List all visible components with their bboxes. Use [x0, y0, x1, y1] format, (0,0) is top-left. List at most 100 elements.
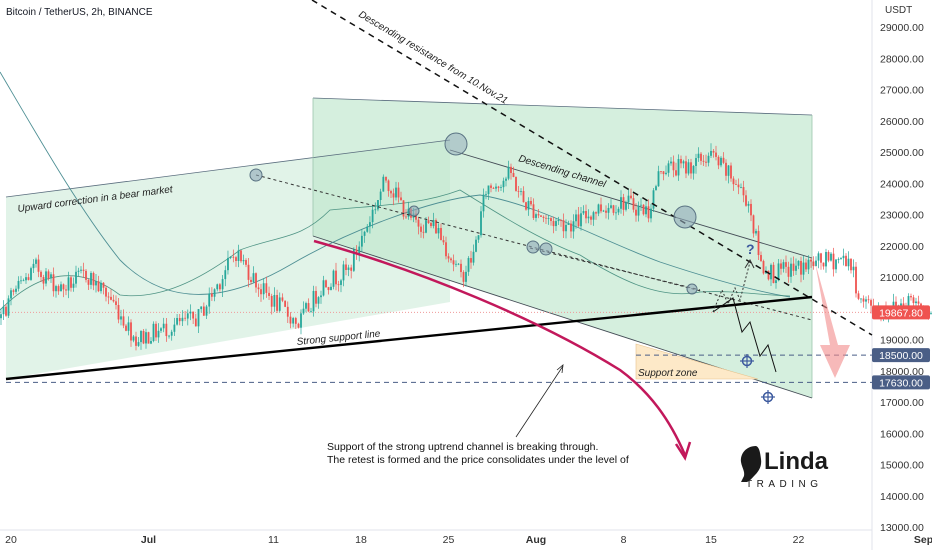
swing-high-marker[interactable]	[249, 168, 263, 182]
candle-body	[150, 340, 152, 344]
candle-body	[812, 261, 815, 267]
candle-body	[782, 262, 785, 269]
price-scale-panel[interactable]	[872, 0, 932, 550]
target-marker-icon[interactable]	[740, 354, 754, 368]
candle-body	[567, 223, 570, 225]
candle-body	[495, 186, 497, 189]
candle-body	[510, 166, 512, 174]
candle-body	[369, 222, 371, 227]
candle-body	[532, 204, 535, 218]
candle-body	[687, 162, 690, 174]
candle-body	[276, 294, 278, 311]
candle-body	[845, 255, 847, 267]
swing-high-marker[interactable]	[526, 240, 540, 254]
breakdown-curve-arrow-head	[674, 441, 692, 461]
descending-resistance-label: Descending resistance from 10.Nov.21	[356, 9, 509, 107]
candle-body	[355, 249, 358, 255]
candle-body	[192, 311, 195, 319]
candle-body	[273, 294, 276, 307]
candle-body	[447, 256, 450, 259]
candle-body	[366, 226, 369, 232]
candle-body	[520, 191, 522, 192]
candle-body	[379, 191, 382, 201]
symbol-title: Bitcoin / TetherUS, 2h, BINANCE	[6, 7, 153, 18]
time-tick-label: 20	[5, 534, 17, 546]
time-tick-label: 18	[355, 534, 367, 546]
dotted-trend-line-2[interactable]	[529, 247, 701, 291]
candle-body	[445, 242, 447, 257]
swing-low-marker[interactable]	[686, 283, 698, 295]
candle-body	[562, 220, 565, 232]
candle-body	[168, 335, 170, 337]
breakdown-curve-arrow[interactable]	[313, 239, 687, 456]
candle-body	[284, 300, 287, 307]
candle-body	[200, 306, 203, 310]
candle-body	[770, 264, 772, 280]
target-marker-icon[interactable]	[761, 390, 775, 404]
candle-body	[62, 284, 65, 290]
candle-body	[72, 283, 75, 288]
candle-body	[827, 252, 830, 261]
candle-body	[617, 208, 620, 213]
candle-body	[5, 306, 7, 316]
candle-body	[682, 161, 685, 164]
candle-body	[130, 322, 132, 341]
strong-support-line[interactable]	[5, 295, 813, 381]
candle-body	[235, 257, 237, 261]
candle-body	[347, 267, 350, 270]
descending-resistance-line[interactable]	[311, 0, 873, 336]
candle-body	[512, 173, 515, 177]
swing-high-marker[interactable]	[539, 242, 553, 256]
candle-body	[642, 204, 645, 215]
candle-body	[710, 150, 712, 156]
candle-body	[100, 282, 102, 292]
candle-body	[160, 328, 162, 331]
candle-body	[32, 263, 35, 269]
candle-body	[152, 323, 155, 341]
candle-body	[487, 185, 490, 195]
candle-body	[342, 264, 345, 281]
candle-body	[335, 270, 337, 285]
swing-low-marker[interactable]	[408, 205, 420, 217]
candle-body	[830, 253, 832, 261]
candle-body	[90, 272, 92, 285]
candle-body	[477, 235, 480, 240]
candle-body	[135, 336, 137, 346]
candle-body	[497, 186, 500, 188]
projection-path-dotted[interactable]	[712, 261, 751, 313]
candle-body	[437, 227, 440, 234]
note-pointer-line	[515, 365, 564, 438]
swing-high-marker[interactable]	[673, 205, 697, 229]
candle-body	[485, 194, 487, 195]
candle-body	[224, 270, 227, 280]
candle-body	[112, 299, 115, 302]
candle-body	[500, 187, 502, 188]
price-tick-label: 19000.00	[880, 335, 924, 347]
candle-body	[815, 260, 817, 267]
candle-body	[720, 157, 722, 166]
candle-body	[358, 246, 361, 255]
candle-body	[237, 250, 240, 261]
candle-body	[229, 256, 232, 258]
candle-body	[490, 185, 492, 188]
candle-body	[55, 286, 57, 292]
candle-body	[570, 223, 572, 232]
candle-body	[340, 280, 342, 285]
candle-body	[802, 262, 805, 275]
candle-body	[57, 286, 60, 292]
candle-body	[547, 218, 550, 219]
candle-body	[240, 250, 242, 262]
candle-body	[767, 270, 770, 280]
projection-path-solid[interactable]	[712, 297, 777, 373]
candle-body	[194, 318, 197, 327]
candle-body	[257, 287, 260, 290]
swing-high-marker[interactable]	[444, 132, 468, 156]
horizontal-levels[interactable]	[0, 311, 872, 383]
candle-body	[667, 163, 670, 173]
candle-body	[385, 176, 387, 181]
candle-body	[742, 186, 745, 196]
price-level-badge-label: 17630.00	[879, 377, 923, 389]
price-tick-label: 18000.00	[880, 366, 924, 378]
candle-body	[390, 191, 392, 194]
